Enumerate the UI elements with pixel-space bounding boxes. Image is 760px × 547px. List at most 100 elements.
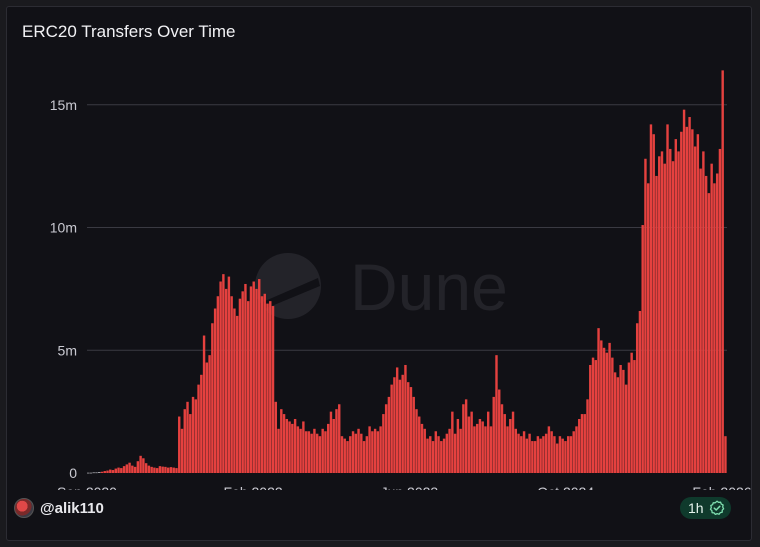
bar[interactable]	[649, 124, 653, 473]
bar[interactable]	[707, 193, 711, 473]
bar[interactable]	[357, 428, 360, 473]
bar[interactable]	[324, 431, 327, 473]
bar[interactable]	[602, 347, 606, 473]
bar[interactable]	[583, 414, 586, 473]
bar[interactable]	[304, 431, 308, 473]
bar[interactable]	[627, 362, 631, 473]
bar[interactable]	[481, 421, 484, 473]
bar[interactable]	[699, 168, 702, 473]
bar[interactable]	[484, 426, 487, 474]
bar[interactable]	[644, 158, 647, 473]
bar[interactable]	[219, 281, 222, 473]
bar[interactable]	[724, 436, 727, 474]
bar[interactable]	[211, 323, 214, 473]
bar[interactable]	[293, 418, 297, 473]
bar[interactable]	[327, 423, 330, 473]
bar[interactable]	[412, 396, 415, 473]
bar[interactable]	[591, 357, 595, 474]
bar[interactable]	[597, 328, 600, 473]
bar[interactable]	[186, 401, 189, 474]
bar[interactable]	[509, 418, 512, 473]
bar[interactable]	[547, 426, 551, 474]
bar[interactable]	[702, 151, 705, 473]
bar[interactable]	[658, 156, 661, 473]
bar[interactable]	[133, 466, 137, 473]
bar[interactable]	[260, 296, 264, 473]
bar[interactable]	[431, 441, 435, 473]
bar[interactable]	[575, 426, 578, 474]
bar[interactable]	[109, 469, 112, 473]
bar[interactable]	[332, 418, 335, 473]
bar[interactable]	[266, 303, 269, 474]
bar[interactable]	[376, 431, 380, 473]
bar[interactable]	[150, 466, 153, 473]
bar[interactable]	[533, 441, 537, 473]
bar[interactable]	[249, 286, 253, 473]
bar[interactable]	[175, 468, 178, 473]
bar[interactable]	[459, 428, 462, 473]
bar[interactable]	[315, 433, 319, 473]
bar[interactable]	[429, 436, 432, 474]
bar[interactable]	[453, 433, 457, 473]
bar[interactable]	[340, 436, 344, 474]
bar[interactable]	[666, 124, 669, 473]
bar[interactable]	[671, 161, 675, 473]
bar[interactable]	[434, 431, 437, 473]
bar[interactable]	[616, 377, 620, 473]
bar[interactable]	[346, 441, 349, 473]
bar[interactable]	[128, 462, 131, 473]
bar[interactable]	[153, 467, 156, 473]
bar[interactable]	[489, 426, 493, 474]
bar[interactable]	[564, 441, 567, 473]
bar[interactable]	[663, 163, 666, 474]
bar[interactable]	[638, 310, 642, 473]
bar[interactable]	[89, 472, 93, 474]
bar[interactable]	[227, 276, 231, 473]
bar[interactable]	[178, 416, 181, 473]
bar[interactable]	[230, 296, 233, 473]
bar[interactable]	[216, 296, 220, 473]
bar[interactable]	[288, 421, 291, 473]
bar[interactable]	[244, 283, 247, 473]
bar[interactable]	[183, 409, 186, 473]
bar[interactable]	[213, 308, 217, 473]
bar[interactable]	[415, 409, 418, 473]
bar[interactable]	[362, 441, 366, 473]
bar[interactable]	[395, 367, 399, 473]
bar[interactable]	[456, 418, 460, 473]
bar[interactable]	[269, 301, 272, 473]
bar[interactable]	[241, 291, 244, 473]
bar[interactable]	[167, 467, 170, 473]
bar[interactable]	[277, 428, 280, 473]
bar[interactable]	[351, 431, 355, 473]
bar[interactable]	[120, 468, 123, 473]
bar[interactable]	[296, 426, 300, 474]
bar[interactable]	[291, 423, 294, 473]
bar[interactable]	[404, 364, 407, 473]
bar[interactable]	[550, 431, 553, 473]
bar[interactable]	[274, 401, 277, 474]
bar[interactable]	[125, 464, 129, 473]
bar[interactable]	[117, 467, 120, 473]
bar[interactable]	[572, 431, 575, 473]
bar[interactable]	[142, 458, 145, 473]
bar[interactable]	[685, 126, 689, 473]
bar[interactable]	[224, 288, 228, 474]
bar[interactable]	[100, 471, 104, 473]
bar[interactable]	[282, 414, 286, 473]
bar[interactable]	[390, 384, 393, 473]
bar[interactable]	[633, 360, 636, 473]
bar[interactable]	[520, 436, 523, 474]
bar[interactable]	[473, 426, 476, 474]
bar[interactable]	[335, 409, 338, 473]
bar[interactable]	[92, 472, 95, 474]
bar[interactable]	[442, 438, 446, 473]
bar[interactable]	[147, 465, 151, 473]
bar[interactable]	[208, 355, 211, 473]
bar[interactable]	[677, 151, 680, 473]
bar[interactable]	[373, 428, 377, 473]
bar[interactable]	[503, 414, 506, 473]
bar[interactable]	[360, 433, 363, 473]
bar[interactable]	[368, 426, 371, 474]
bar[interactable]	[393, 377, 396, 473]
